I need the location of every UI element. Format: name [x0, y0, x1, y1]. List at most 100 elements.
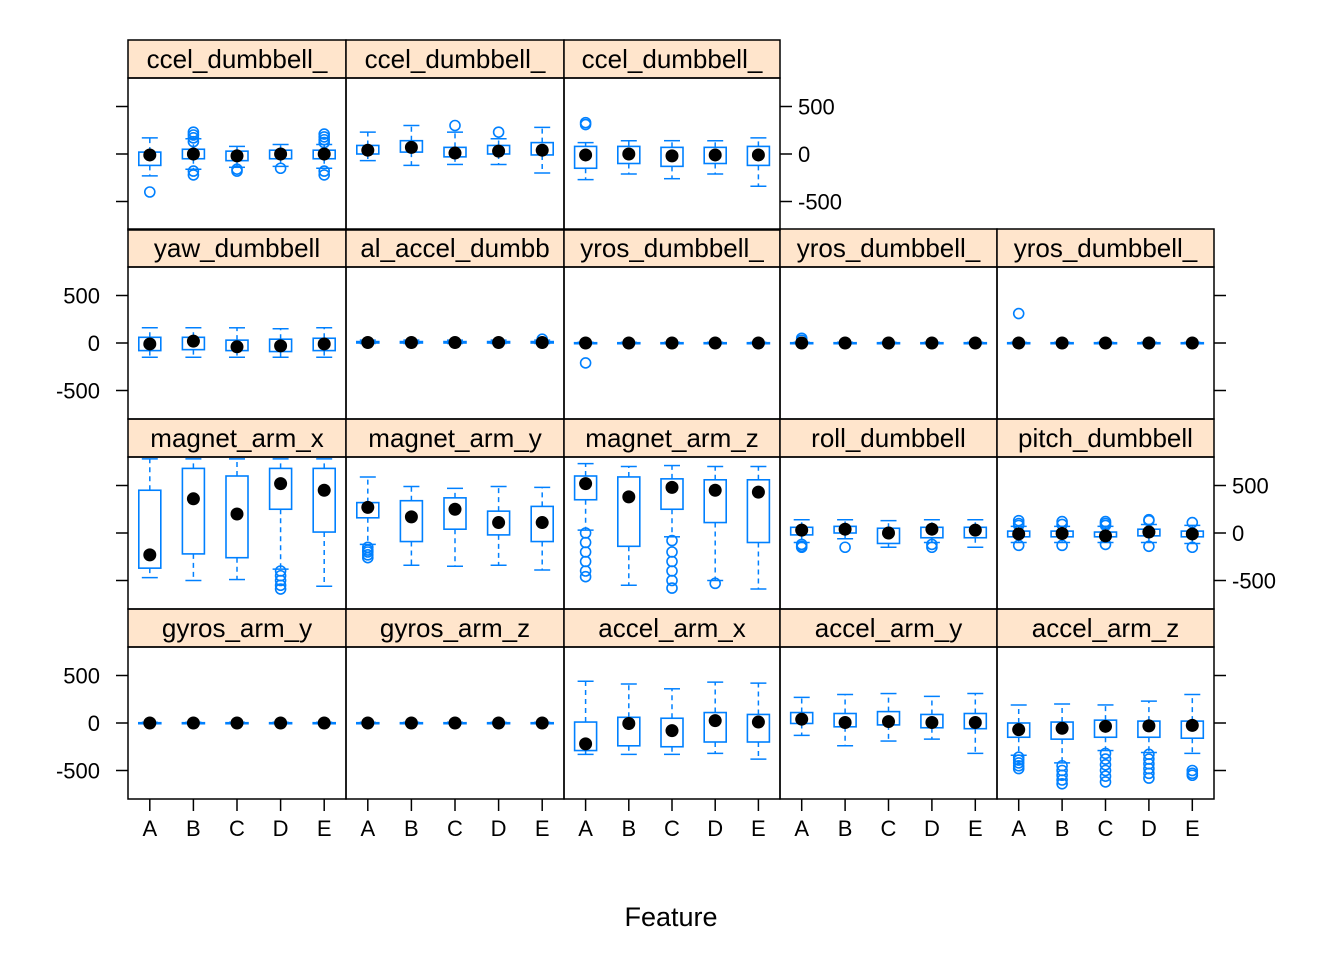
x-tick-label: D	[491, 816, 507, 841]
panel-strip-label: accel_arm_x	[598, 613, 745, 643]
panel-contents	[1006, 693, 1205, 790]
x-axis-label: Feature	[624, 902, 717, 932]
panel-contents	[1006, 307, 1205, 350]
panel-2: accel_arm_x	[563, 608, 781, 800]
panel-strip-label: yros_dumbbell_	[580, 233, 764, 263]
median-dot	[925, 522, 939, 536]
panel-strip-label: magnet_arm_y	[368, 423, 541, 453]
outlier-point	[231, 165, 243, 177]
panel-strip	[779, 418, 998, 458]
box-A	[355, 131, 380, 162]
panel-12: yros_dumbbell_	[563, 228, 781, 420]
y-tick-label: 0	[798, 142, 810, 167]
median-dot	[230, 149, 244, 163]
box-B	[833, 518, 857, 554]
box-B	[616, 336, 641, 350]
box-C	[225, 716, 249, 730]
median-dot	[317, 147, 331, 161]
outlier-point	[1143, 772, 1155, 784]
box-D	[703, 336, 728, 350]
box-body	[573, 721, 598, 752]
box-E	[530, 126, 555, 174]
x-tick-label: A	[794, 816, 809, 841]
median-dot	[535, 336, 549, 350]
panel-contents	[138, 126, 337, 198]
box-body	[399, 499, 424, 543]
median-dot	[708, 148, 722, 162]
box-D	[268, 716, 293, 730]
box-B	[616, 465, 641, 586]
panel-strip	[996, 228, 1215, 268]
outlier-point	[1143, 767, 1155, 780]
panel-strip	[345, 39, 565, 79]
outlier-point	[274, 162, 287, 175]
median-dot	[1185, 718, 1199, 732]
x-tick-label: B	[1055, 816, 1070, 841]
box-A	[355, 336, 380, 350]
panel-contents	[355, 716, 555, 730]
outlier-point	[492, 126, 505, 138]
panel-6: magnet_arm_y	[345, 418, 565, 610]
outlier-point	[926, 541, 938, 554]
y-axis-row-3: -500 0 500	[116, 95, 842, 215]
panels-layer: gyros_arm_y gyros_arm_z accel_arm_x accel_a…	[127, 39, 1215, 800]
outlier-point	[187, 169, 200, 181]
x-tick-label: A	[578, 816, 593, 841]
x-tick-label: B	[186, 816, 201, 841]
box-body	[312, 467, 337, 533]
y-tick-label: -500	[56, 759, 100, 784]
y-tick-label: 500	[63, 664, 100, 689]
box-E	[312, 458, 337, 587]
median-dot	[1099, 529, 1112, 543]
panel-contents	[789, 332, 988, 350]
x-tick-label: E	[751, 816, 766, 841]
median-dot	[579, 737, 593, 751]
box-body	[443, 497, 467, 531]
box-body	[616, 145, 641, 165]
box-B	[399, 336, 424, 350]
median-dot	[1099, 336, 1112, 350]
box-B	[1050, 515, 1074, 552]
box-B	[181, 458, 206, 582]
median-dot	[751, 715, 765, 729]
median-dot	[665, 480, 679, 494]
box-B	[1050, 336, 1074, 350]
panel-0: gyros_arm_y	[127, 608, 347, 800]
box-body	[746, 478, 771, 544]
median-dot	[751, 485, 765, 499]
median-dot	[535, 143, 549, 157]
box-E	[312, 716, 337, 730]
x-tick-label: C	[229, 816, 245, 841]
median-dot	[448, 336, 462, 350]
box-A	[573, 116, 598, 181]
median-dot	[1055, 526, 1069, 540]
box-E	[746, 137, 771, 188]
panel-contents	[573, 116, 771, 188]
outlier-point	[666, 565, 678, 577]
x-tick-label: E	[317, 816, 332, 841]
box-E	[1180, 516, 1205, 554]
panel-16: ccel_dumbbell_	[345, 39, 565, 231]
median-dot	[361, 336, 375, 350]
panel-strip-label: gyros_arm_y	[162, 613, 312, 643]
median-dot	[404, 336, 418, 350]
panel-1: gyros_arm_z	[345, 608, 565, 800]
outlier-point	[1012, 762, 1025, 775]
median-dot	[1185, 527, 1199, 541]
box-A	[789, 696, 814, 737]
box-body	[486, 510, 511, 536]
median-dot	[143, 148, 157, 162]
median-dot	[361, 143, 375, 157]
median-dot	[143, 337, 157, 351]
box-D	[703, 681, 728, 755]
box-B	[833, 693, 857, 747]
box-B	[833, 336, 857, 350]
box-C	[225, 458, 249, 581]
box-A	[138, 458, 162, 579]
panel-strip-label: magnet_arm_x	[150, 423, 323, 453]
median-dot	[186, 147, 200, 161]
box-body	[746, 145, 771, 167]
x-tick-label: E	[1185, 816, 1200, 841]
median-dot	[317, 337, 331, 351]
